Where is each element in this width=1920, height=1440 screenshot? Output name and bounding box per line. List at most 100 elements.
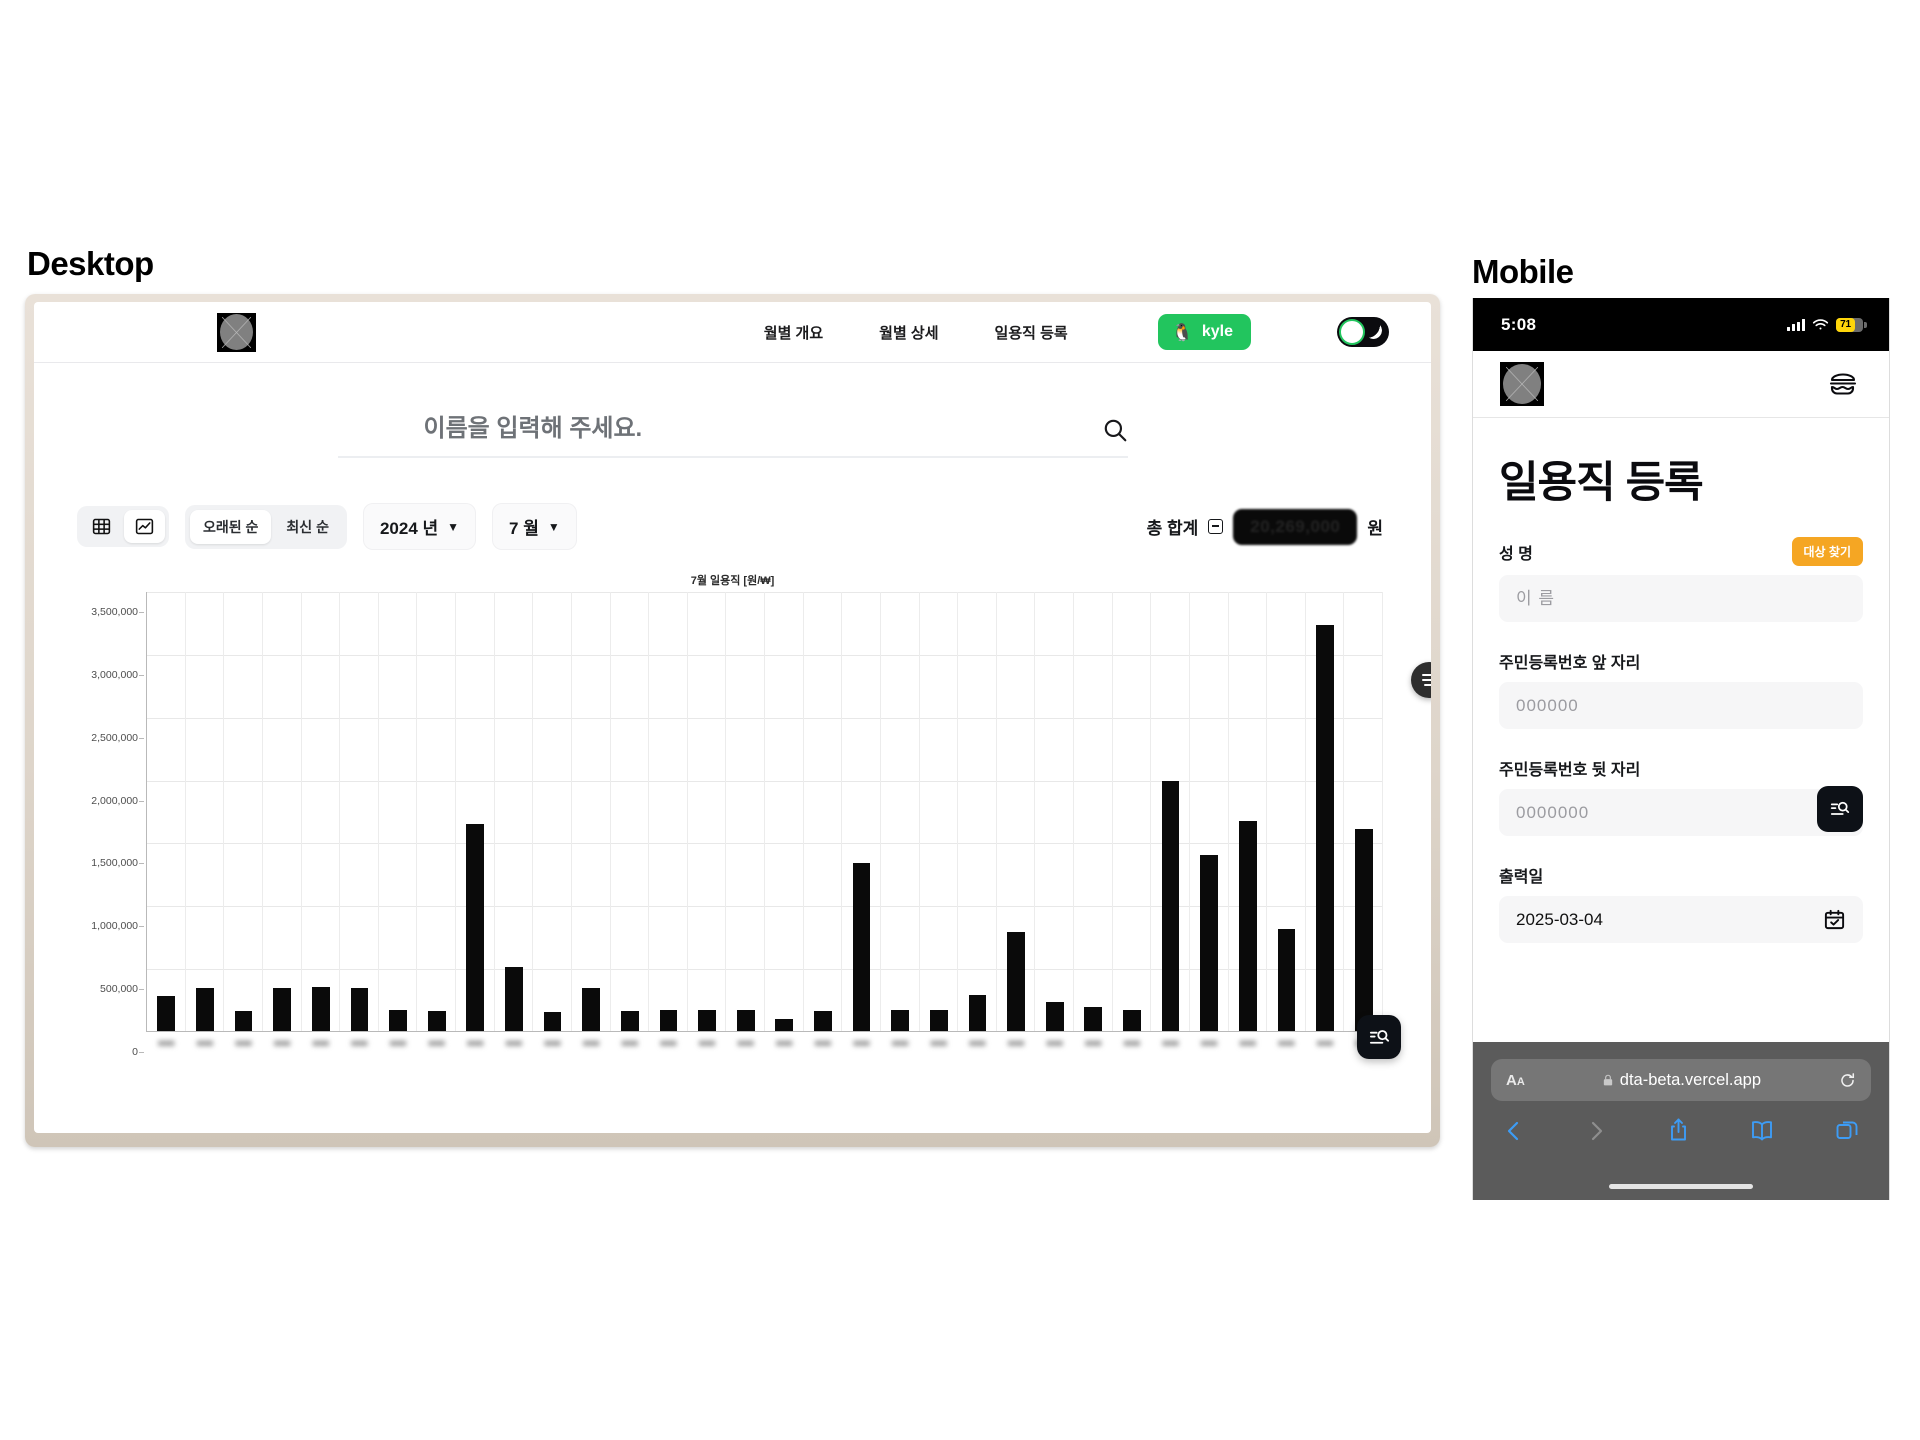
- chart-bar[interactable]: [543, 1011, 562, 1031]
- chart-view-button[interactable]: [124, 510, 165, 543]
- bar-slot[interactable]: ■■■: [765, 592, 804, 1048]
- chart-bar[interactable]: [929, 1009, 948, 1031]
- chart-bar[interactable]: [234, 1010, 253, 1031]
- chart-bar[interactable]: [311, 987, 330, 1031]
- chart-bar[interactable]: [891, 1010, 910, 1031]
- chart-bar[interactable]: [620, 1010, 639, 1031]
- work-date-input[interactable]: [1499, 896, 1863, 943]
- bar-slot[interactable]: ■■■: [1035, 592, 1074, 1048]
- y-axis-tick: 3,000,000: [91, 668, 144, 681]
- bar-slot[interactable]: ■■■: [340, 592, 379, 1048]
- sort-oldest-button[interactable]: 오래된 순: [190, 509, 272, 544]
- rrn-back-input[interactable]: [1499, 789, 1863, 836]
- minus-box-icon[interactable]: [1208, 519, 1224, 534]
- month-select[interactable]: 7 월 ▼: [492, 503, 577, 550]
- bar-slot[interactable]: ■■■: [649, 592, 688, 1048]
- bar-slot[interactable]: ■■■: [726, 592, 765, 1048]
- chart-bar[interactable]: [1161, 780, 1180, 1031]
- nav-link-monthly-overview[interactable]: 월별 개요: [763, 324, 824, 342]
- bar-slot[interactable]: ■■■: [1113, 592, 1152, 1048]
- chart-bar[interactable]: [1045, 1002, 1064, 1031]
- bar-slot[interactable]: ■■■: [1344, 592, 1383, 1048]
- bar-slot[interactable]: ■■■: [611, 592, 650, 1048]
- floating-list-button[interactable]: [1411, 662, 1431, 698]
- bar-slot[interactable]: ■■■: [920, 592, 959, 1048]
- bar-slot[interactable]: ■■■: [186, 592, 225, 1048]
- bar-slot[interactable]: ■■■: [881, 592, 920, 1048]
- nav-link-monthly-detail[interactable]: 월별 상세: [879, 324, 939, 342]
- tabs-icon[interactable]: [1835, 1119, 1859, 1143]
- url-bar[interactable]: AA dta-beta.vercel.app: [1491, 1059, 1871, 1101]
- chart-bar[interactable]: [273, 987, 292, 1031]
- chart-bar[interactable]: [775, 1019, 794, 1031]
- chart-bar[interactable]: [582, 988, 601, 1031]
- chart-bar[interactable]: [1123, 1010, 1141, 1031]
- chart-bar[interactable]: [852, 862, 871, 1031]
- bar-slot[interactable]: ■■■: [572, 592, 611, 1048]
- bar-slot[interactable]: ■■■: [147, 592, 186, 1048]
- bar-slot[interactable]: ■■■: [417, 592, 456, 1048]
- chart-bar[interactable]: [1316, 624, 1334, 1031]
- chart-bar[interactable]: [196, 988, 214, 1031]
- back-icon[interactable]: [1503, 1118, 1525, 1144]
- gridline: [495, 592, 534, 1031]
- mobile-app-logo[interactable]: [1500, 362, 1544, 406]
- bar-slot[interactable]: ■■■: [495, 592, 534, 1048]
- text-size-icon[interactable]: AA: [1506, 1071, 1525, 1089]
- calendar-check-icon[interactable]: [1823, 908, 1846, 931]
- year-select[interactable]: 2024 년 ▼: [362, 503, 477, 550]
- chart-bar[interactable]: [505, 966, 523, 1031]
- chart-bar[interactable]: [736, 1009, 755, 1031]
- bar-slot[interactable]: ■■■: [1074, 592, 1113, 1048]
- nav-link-daily-worker-register[interactable]: 일용직 등록: [994, 324, 1068, 342]
- app-logo[interactable]: [217, 312, 256, 352]
- bar-slot[interactable]: ■■■: [456, 592, 495, 1048]
- bar-slot[interactable]: ■■■: [1306, 592, 1345, 1048]
- sort-newest-button[interactable]: 최신 순: [286, 518, 329, 535]
- hamburger-menu-icon[interactable]: [1827, 370, 1859, 398]
- floating-search-button[interactable]: [1357, 1015, 1401, 1059]
- bar-slot[interactable]: ■■■: [804, 592, 843, 1048]
- chart-bar[interactable]: [814, 1010, 832, 1031]
- bar-slot[interactable]: ■■■: [997, 592, 1036, 1048]
- theme-toggle[interactable]: [1337, 317, 1389, 347]
- view-mode-toggle: [77, 506, 169, 547]
- bar-slot[interactable]: ■■■: [1151, 592, 1190, 1048]
- chart-bar[interactable]: [968, 995, 987, 1031]
- chart-bar[interactable]: [466, 823, 485, 1031]
- chart-bar[interactable]: [157, 995, 176, 1031]
- chart-bar[interactable]: [698, 1010, 716, 1031]
- bar-slot[interactable]: ■■■: [1229, 592, 1268, 1048]
- bar-slot[interactable]: ■■■: [302, 592, 341, 1048]
- bar-slot[interactable]: ■■■: [688, 592, 727, 1048]
- bar-slot[interactable]: ■■■: [958, 592, 997, 1048]
- chart-bar[interactable]: [1007, 931, 1025, 1031]
- find-target-button[interactable]: 대상 찾기: [1791, 537, 1863, 566]
- bar-slot[interactable]: ■■■: [533, 592, 572, 1048]
- share-icon[interactable]: [1667, 1117, 1690, 1144]
- rrn-lookup-button[interactable]: [1817, 786, 1863, 832]
- chart-bar[interactable]: [1084, 1006, 1103, 1031]
- bar-slot[interactable]: ■■■: [224, 592, 263, 1048]
- bookmarks-icon[interactable]: [1749, 1119, 1775, 1143]
- bar-slot[interactable]: ■■■: [1190, 592, 1229, 1048]
- chart-bar[interactable]: [427, 1010, 446, 1031]
- reload-icon[interactable]: [1839, 1072, 1856, 1089]
- chart-bar[interactable]: [1354, 828, 1373, 1031]
- name-input[interactable]: [1499, 575, 1863, 622]
- bar-slot[interactable]: ■■■: [1267, 592, 1306, 1048]
- user-chip-button[interactable]: 🐧 kyle: [1157, 314, 1251, 350]
- table-view-button[interactable]: [81, 510, 122, 543]
- chart-bar[interactable]: [1200, 855, 1219, 1031]
- bar-slot[interactable]: ■■■: [842, 592, 881, 1048]
- rrn-front-input[interactable]: [1499, 682, 1863, 729]
- bar-slot[interactable]: ■■■: [379, 592, 418, 1048]
- bar-slot[interactable]: ■■■: [263, 592, 302, 1048]
- search-input[interactable]: [337, 415, 1102, 443]
- chart-bar[interactable]: [1238, 821, 1257, 1031]
- chart-bar[interactable]: [659, 1009, 678, 1031]
- chart-bar[interactable]: [389, 1009, 407, 1031]
- chart-bar[interactable]: [350, 987, 369, 1031]
- chart-bar[interactable]: [1277, 929, 1296, 1031]
- search-icon[interactable]: [1102, 417, 1128, 443]
